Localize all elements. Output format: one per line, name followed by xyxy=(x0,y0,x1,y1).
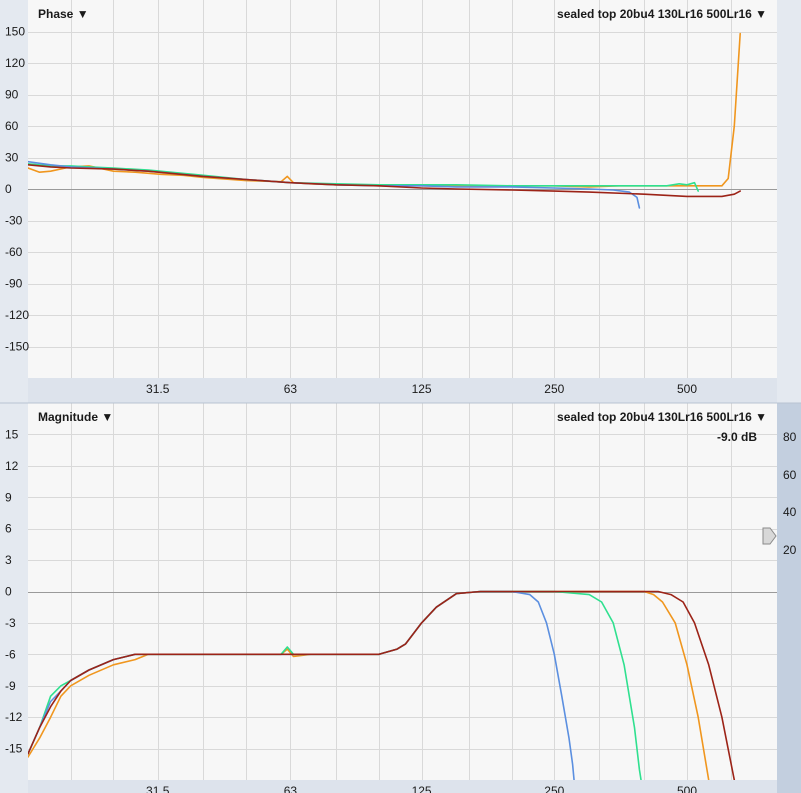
chart-title[interactable]: Phase ▼ xyxy=(38,7,89,21)
y-tick-label: 9 xyxy=(5,490,12,504)
y-tick-label: 0 xyxy=(5,585,12,599)
right-axis-label: 60 xyxy=(783,468,797,482)
phase-title-dropdown[interactable]: Phase ▼ xyxy=(38,7,89,21)
phase-x-tick-labels: 31.5 63 125 250 500 xyxy=(146,382,697,396)
y-tick-label: -3 xyxy=(5,616,16,630)
level-slider-handle[interactable] xyxy=(762,527,777,545)
phase-y-axis-gutter xyxy=(0,0,28,403)
y-tick-label: -12 xyxy=(5,710,23,724)
y-tick-label: 90 xyxy=(5,88,19,102)
y-tick-label: 15 xyxy=(5,427,19,441)
y-tick-label: 150 xyxy=(5,25,25,39)
offset-label: -9.0 dB xyxy=(717,430,757,444)
phase-panel: 150 120 90 60 30 0 -30 -60 -90 -120 -150 31.5 63 125 2… xyxy=(0,0,801,403)
x-tick-label: 500 xyxy=(677,784,697,793)
magnitude-plot-area xyxy=(28,403,777,780)
x-tick-label: 125 xyxy=(412,784,432,793)
magnitude-series-line xyxy=(28,590,736,780)
magnitude-title-dropdown[interactable]: Magnitude ▼ xyxy=(38,410,113,424)
magnitude-y-tick-labels: 15 12 9 6 3 0 -3 -6 -9 -12 -15 xyxy=(5,427,23,755)
y-tick-label: -9 xyxy=(5,679,16,693)
magnitude-x-tick-labels: 31.5 63 125 250 500 xyxy=(146,784,697,793)
y-tick-label: 60 xyxy=(5,119,19,133)
y-tick-label: -120 xyxy=(5,308,29,322)
magnitude-right-gutter xyxy=(777,403,801,793)
phase-series-group xyxy=(28,32,741,209)
magnitude-series-group xyxy=(28,590,736,780)
legend-title[interactable]: sealed top 20bu4 130Lr16 500Lr16 ▼ xyxy=(557,410,767,424)
right-axis-label: 40 xyxy=(783,505,797,519)
y-tick-label: -90 xyxy=(5,277,23,291)
x-tick-label: 31.5 xyxy=(146,382,170,396)
phase-series-line xyxy=(28,163,699,192)
y-tick-label: 0 xyxy=(5,182,12,196)
chart-title[interactable]: Magnitude ▼ xyxy=(38,410,113,424)
phase-horizontal-gridlines xyxy=(28,32,777,348)
magnitude-y-axis-gutter xyxy=(0,403,28,793)
right-axis-label: 20 xyxy=(783,543,797,557)
x-tick-label: 250 xyxy=(544,382,564,396)
legend-title[interactable]: sealed top 20bu4 130Lr16 500Lr16 ▼ xyxy=(557,7,767,21)
y-tick-label: -15 xyxy=(5,742,23,756)
phase-x-axis-band xyxy=(28,378,777,403)
x-tick-label: 63 xyxy=(284,382,298,396)
magnitude-horizontal-gridlines xyxy=(28,434,777,750)
x-tick-label: 500 xyxy=(677,382,697,396)
x-tick-label: 250 xyxy=(544,784,564,793)
y-tick-label: -30 xyxy=(5,214,23,228)
right-axis-labels: 80 60 40 20 xyxy=(783,430,797,557)
x-tick-label: 63 xyxy=(284,784,298,793)
y-tick-label: 120 xyxy=(5,56,25,70)
magnitude-legend-dropdown[interactable]: sealed top 20bu4 130Lr16 500Lr16 ▼ xyxy=(557,410,767,424)
x-tick-label: 31.5 xyxy=(146,784,170,793)
y-tick-label: -6 xyxy=(5,647,16,661)
y-tick-label: 30 xyxy=(5,151,19,165)
y-tick-label: 12 xyxy=(5,459,19,473)
right-axis-label: 80 xyxy=(783,430,797,444)
phase-right-gutter xyxy=(777,0,801,403)
phase-legend-dropdown[interactable]: sealed top 20bu4 130Lr16 500Lr16 ▼ xyxy=(557,7,767,21)
y-tick-label: 3 xyxy=(5,553,12,567)
phase-y-tick-labels: 150 120 90 60 30 0 -30 -60 -90 -120 -150 xyxy=(5,25,29,354)
phase-series-line xyxy=(28,164,741,198)
magnitude-x-axis-band xyxy=(28,780,777,793)
y-tick-label: 6 xyxy=(5,522,12,536)
y-tick-label: -150 xyxy=(5,340,29,354)
y-tick-label: -60 xyxy=(5,245,23,259)
x-tick-label: 125 xyxy=(412,382,432,396)
